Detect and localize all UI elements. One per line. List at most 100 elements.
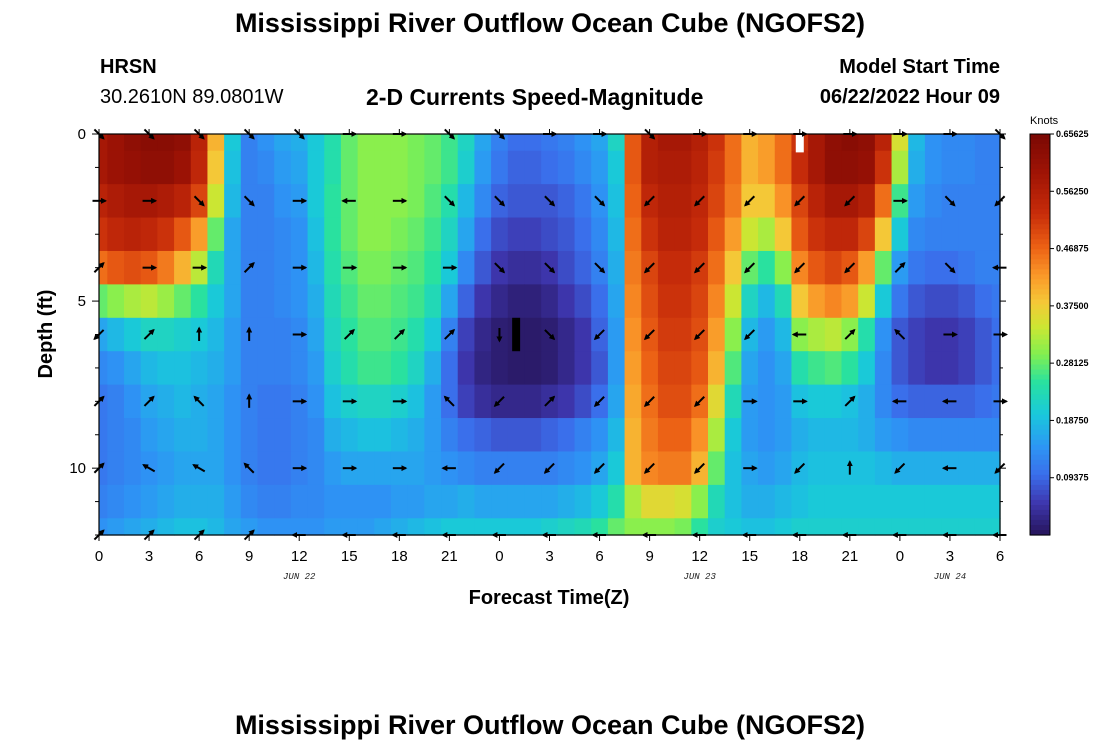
current-vector-arrow bbox=[143, 328, 155, 340]
colorbar-segment bbox=[1030, 149, 1050, 155]
heatmap-cell bbox=[557, 184, 576, 219]
heatmap-cell bbox=[991, 134, 1001, 152]
heatmap-cell bbox=[357, 451, 375, 486]
heatmap-cell bbox=[274, 384, 292, 419]
colorbar-segment bbox=[1030, 274, 1050, 280]
colorbar-segment bbox=[1030, 364, 1050, 371]
heatmap-cell bbox=[424, 418, 442, 453]
heatmap-cell bbox=[657, 217, 676, 252]
colorbar-segment bbox=[1030, 139, 1050, 145]
heatmap-cell bbox=[340, 284, 359, 319]
heatmap-cell bbox=[357, 250, 375, 285]
heatmap-cell bbox=[708, 384, 726, 419]
heatmap-cell bbox=[674, 184, 692, 219]
heatmap-cell bbox=[774, 217, 793, 252]
heatmap-cell bbox=[290, 484, 309, 519]
heatmap-cell bbox=[324, 217, 342, 252]
current-vector-arrow bbox=[844, 195, 856, 207]
heatmap-cell bbox=[824, 317, 843, 352]
heatmap-cell bbox=[274, 518, 292, 536]
heatmap-cell bbox=[908, 284, 926, 319]
colorbar-segment bbox=[1030, 414, 1050, 421]
heatmap-cell bbox=[908, 317, 926, 352]
heatmap-cell bbox=[657, 134, 676, 152]
current-vector-arrow bbox=[543, 462, 555, 474]
heatmap-cell bbox=[157, 184, 175, 219]
heatmap-cell bbox=[908, 184, 926, 219]
current-vector-arrow bbox=[894, 262, 906, 273]
heatmap-cell bbox=[240, 351, 259, 386]
heatmap-cell bbox=[524, 518, 542, 536]
heatmap-cell bbox=[991, 418, 1001, 453]
heatmap-cell bbox=[124, 150, 142, 185]
heatmap-cell bbox=[607, 317, 626, 352]
colorbar-segment bbox=[1030, 264, 1050, 270]
heatmap-cell bbox=[107, 250, 125, 285]
heatmap-cell bbox=[591, 418, 609, 453]
heatmap-cell bbox=[524, 284, 542, 319]
colorbar-segment bbox=[1030, 354, 1050, 361]
heatmap-cell bbox=[908, 418, 926, 453]
heatmap-cell bbox=[691, 518, 709, 536]
heatmap-cell bbox=[724, 317, 742, 352]
heatmap-cell bbox=[541, 351, 559, 386]
heatmap-cell bbox=[908, 134, 926, 152]
heatmap-cell bbox=[224, 484, 242, 519]
heatmap-cell bbox=[808, 484, 826, 519]
current-vector-arrow bbox=[193, 395, 205, 407]
heatmap-cell bbox=[307, 134, 325, 152]
heatmap-cell bbox=[107, 284, 125, 319]
heatmap-cell bbox=[924, 317, 943, 352]
heatmap-cell bbox=[808, 217, 826, 252]
heatmap-cell bbox=[741, 518, 759, 536]
heatmap-cell bbox=[657, 317, 676, 352]
heatmap-cell bbox=[624, 150, 642, 185]
heatmap-cell bbox=[758, 284, 776, 319]
current-vector-arrow bbox=[794, 462, 806, 474]
heatmap-cell bbox=[190, 418, 209, 453]
current-vector-arrow bbox=[192, 464, 206, 473]
heatmap-cell bbox=[758, 351, 776, 386]
heatmap-cell bbox=[357, 150, 375, 185]
heatmap-cell bbox=[240, 484, 259, 519]
colorbar-segment bbox=[1030, 169, 1050, 175]
heatmap-cell bbox=[474, 317, 492, 352]
heatmap-cell bbox=[99, 418, 108, 453]
colorbar-segment bbox=[1030, 444, 1050, 451]
heatmap-cell bbox=[107, 518, 125, 536]
heatmap-cell bbox=[674, 451, 692, 486]
heatmap-cell bbox=[774, 250, 793, 285]
x-tick-label: 3 bbox=[946, 548, 954, 565]
heatmap-cell bbox=[374, 518, 392, 536]
colorbar-segment bbox=[1030, 224, 1050, 230]
heatmap-cell bbox=[374, 384, 392, 419]
x-tick-label: 12 bbox=[691, 548, 708, 565]
heatmap-cell bbox=[624, 351, 642, 386]
y-tick-label: 0 bbox=[78, 126, 86, 143]
heatmap-cell bbox=[457, 184, 476, 219]
heatmap-cell bbox=[974, 184, 993, 219]
heatmap-cell bbox=[958, 217, 976, 252]
heatmap-cell bbox=[758, 418, 776, 453]
heatmap-cell bbox=[708, 451, 726, 486]
heatmap-cell bbox=[124, 418, 142, 453]
current-vector-arrow bbox=[744, 262, 756, 274]
heatmap-cell bbox=[974, 150, 993, 185]
heatmap-cell bbox=[374, 317, 392, 352]
current-vector-arrow bbox=[243, 262, 255, 273]
heatmap-cell bbox=[958, 284, 976, 319]
current-vector-arrow bbox=[494, 195, 506, 207]
heatmap-cell bbox=[457, 134, 476, 152]
heatmap-cell bbox=[257, 384, 275, 419]
heatmap-cell bbox=[190, 484, 209, 519]
heatmap-cell bbox=[474, 250, 492, 285]
heatmap-cell bbox=[891, 217, 909, 252]
colorbar-tick-label: 0.37500 bbox=[1056, 301, 1089, 311]
heatmap-cell bbox=[924, 150, 943, 185]
heatmap-cell bbox=[307, 217, 325, 252]
heatmap-cell bbox=[541, 134, 559, 152]
axes: 0 3 6 9 12 15 18 21 0 3 6 9 12 15 18 21 0 3 6 JUN 22 JUN 23 J… bbox=[69, 126, 1006, 582]
heatmap-cell bbox=[841, 134, 859, 152]
heatmap-cell bbox=[524, 317, 542, 352]
heatmap-cell bbox=[691, 284, 709, 319]
